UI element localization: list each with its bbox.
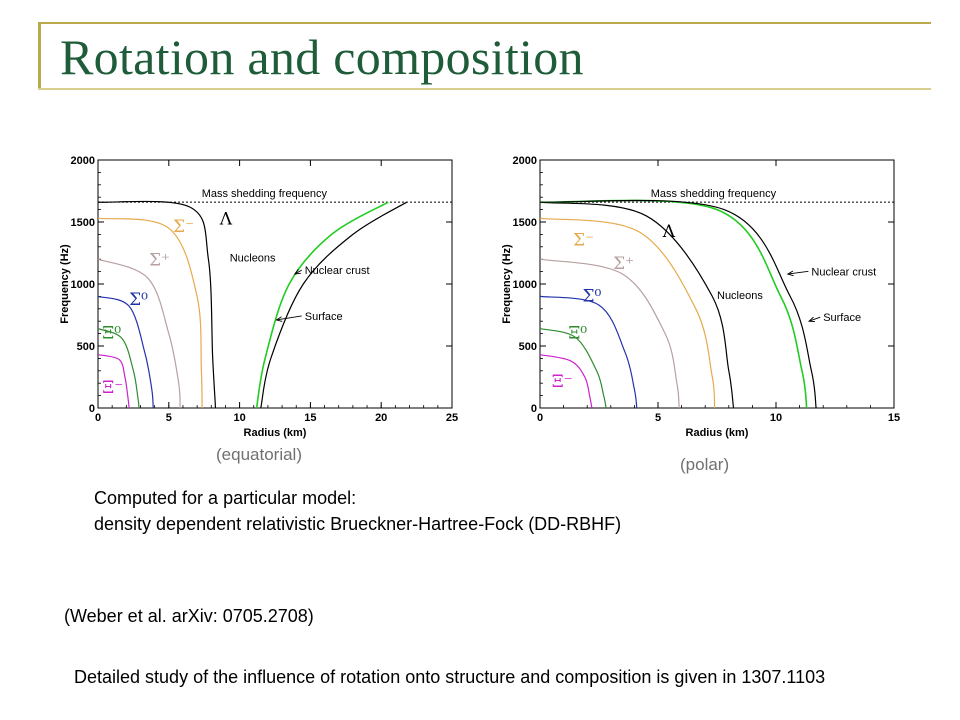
x-tick-label: 0	[537, 412, 543, 424]
series-line-1	[97, 328, 140, 409]
series-label-2: Σ⁰	[129, 290, 148, 310]
model-caption-line1: Computed for a particular model:	[94, 488, 357, 508]
series-line-0	[539, 354, 593, 409]
series-line-4	[97, 217, 203, 409]
series-line-3	[97, 258, 181, 409]
series-line-1	[539, 328, 607, 409]
x-tick-label: 15	[304, 412, 316, 424]
annotation-1: Nuclear crust	[811, 266, 876, 278]
annotation-2: Surface	[823, 312, 861, 324]
y-tick-label: 1500	[71, 217, 95, 229]
slide-title: Rotation and composition	[60, 29, 584, 85]
y-tick-label: 500	[519, 341, 537, 353]
model-caption: Computed for a particular model: density…	[94, 485, 621, 537]
mass-shedding-label: Mass shedding frequency	[651, 188, 777, 200]
x-tick-label: 5	[166, 412, 172, 424]
series-label-1: Ξ⁰	[568, 324, 587, 344]
series-line-5	[97, 200, 217, 409]
series-line-3	[539, 258, 680, 409]
x-axis-label: Radius (km)	[244, 427, 307, 439]
frame-top-rule	[38, 22, 931, 24]
series-label-5: Λ	[662, 222, 676, 242]
x-tick-label: 15	[888, 412, 900, 424]
series-label-4: Σ⁻	[573, 231, 594, 251]
annotation-0: Nucleons	[230, 253, 276, 265]
series-label-2: Σ⁰	[582, 286, 601, 306]
y-tick-label: 500	[77, 341, 95, 353]
y-tick-label: 2000	[513, 155, 537, 167]
equatorial-label: (equatorial)	[216, 445, 302, 464]
y-tick-label: 0	[531, 403, 537, 415]
y-tick-label: 0	[89, 403, 95, 415]
chart-polar-svg: 0 5 10 15 0 500 1000 1500 2000 Radius (km) Frequen…	[501, 155, 900, 439]
annotation-arrow	[808, 316, 821, 322]
series-label-1: Ξ⁰	[102, 324, 121, 344]
series-line-4	[539, 217, 716, 409]
y-tick-label: 1000	[71, 279, 95, 291]
annotation-arrow	[294, 269, 302, 275]
x-axis-label: Radius (km)	[686, 427, 749, 439]
x-tick-label: 10	[770, 412, 782, 424]
series-line-6	[255, 201, 389, 409]
series-label-0: Ξ⁻	[102, 378, 123, 398]
y-tick-label: 1000	[513, 279, 537, 291]
x-tick-label: 10	[233, 412, 245, 424]
y-axis-label: Frequency (Hz)	[59, 244, 71, 324]
annotation-arrowhead	[275, 316, 283, 322]
series-label-3: Σ⁺	[613, 254, 634, 274]
annotation-arrow	[276, 315, 302, 321]
series-line-2	[539, 295, 638, 409]
x-tick-label: 5	[655, 412, 661, 424]
y-tick-label: 2000	[71, 155, 95, 167]
x-tick-label: 20	[375, 412, 387, 424]
frame-title-underline	[38, 88, 931, 90]
series-line-7	[539, 199, 817, 409]
series-label-0: Ξ⁻	[552, 372, 573, 392]
annotation-0: Nucleons	[717, 290, 763, 302]
series-label-3: Σ⁺	[149, 250, 170, 270]
reference-citation: (Weber et al. arXiv: 0705.2708)	[64, 606, 314, 626]
annotation-1: Nuclear crust	[305, 265, 370, 277]
polar-label: (polar)	[680, 455, 730, 474]
series-line-2	[97, 295, 154, 409]
annotation-2: Surface	[305, 311, 343, 323]
x-tick-label: 25	[446, 412, 458, 424]
y-tick-label: 1500	[513, 217, 537, 229]
footer-note: Detailed study of the influence of rotat…	[74, 667, 826, 687]
series-line-0	[97, 354, 130, 409]
y-axis-label: Frequency (Hz)	[501, 244, 513, 324]
frame-vertical-rule	[38, 22, 41, 88]
series-line-5	[539, 201, 735, 409]
x-tick-label: 0	[95, 412, 101, 424]
chart-equatorial: 0 5 10 15 20 25 0 500 1000 1500 2000 Radius (km) Fre…	[40, 148, 470, 448]
chart-polar: 0 5 10 15 0 500 1000 1500 2000 Radius (km) Frequen…	[482, 148, 912, 448]
model-caption-line2: density dependent relativistic Brueckner…	[94, 514, 622, 534]
series-label-4: Σ⁻	[173, 217, 194, 237]
annotation-arrow	[787, 270, 809, 275]
mass-shedding-label: Mass shedding frequency	[202, 188, 328, 200]
annotation-arrowhead	[786, 270, 794, 277]
annotation-arrowhead	[807, 316, 816, 322]
annotation-arrowhead	[293, 269, 301, 275]
series-line-7	[260, 201, 408, 409]
series-label-5: Λ	[219, 209, 233, 229]
chart-equatorial-svg: 0 5 10 15 20 25 0 500 1000 1500 2000 Radius (km) Fre…	[59, 155, 458, 439]
